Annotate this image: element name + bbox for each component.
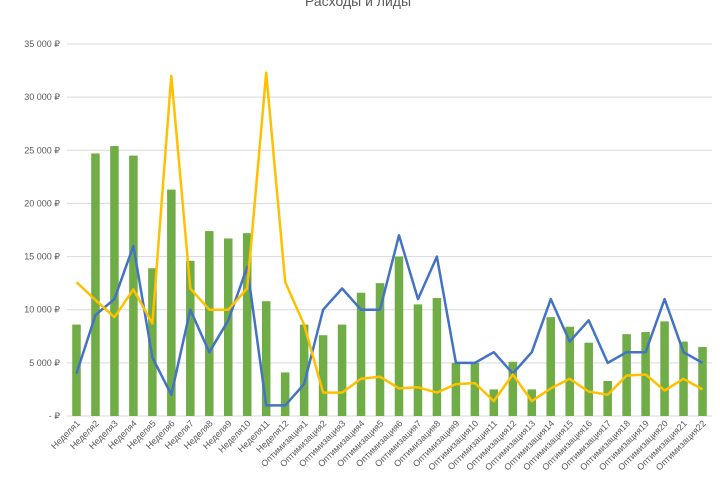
bar	[110, 146, 119, 416]
bar	[470, 362, 480, 416]
bar	[242, 233, 252, 416]
bar	[337, 324, 347, 416]
y-tick-label: 5 000 ₽	[29, 358, 60, 368]
y-tick-label: 15 000 ₽	[24, 252, 60, 262]
bar	[489, 389, 499, 416]
bar	[565, 326, 574, 416]
series-line-2	[75, 71, 704, 403]
bar	[129, 155, 138, 416]
bar	[318, 335, 328, 416]
bar	[698, 346, 707, 416]
bar	[186, 260, 195, 416]
bar	[205, 231, 214, 416]
bar	[413, 304, 423, 416]
bar	[280, 372, 290, 416]
y-tick-label: 30 000 ₽	[24, 92, 60, 102]
bar	[660, 321, 669, 416]
y-tick-label: 35 000 ₽	[24, 39, 60, 49]
bar	[584, 342, 593, 416]
bar	[223, 238, 233, 416]
line-series	[75, 71, 704, 407]
y-tick-label: 25 000 ₽	[24, 145, 60, 155]
bar	[394, 256, 404, 416]
gridlines	[67, 43, 712, 417]
bar	[508, 361, 518, 416]
series-line-1	[75, 234, 704, 407]
bar	[451, 362, 461, 416]
bar	[167, 189, 176, 416]
bar	[432, 298, 442, 416]
bar	[546, 317, 556, 416]
y-tick-label: 10 000 ₽	[24, 305, 60, 315]
x-axis-labels: Неделя1Неделя2Неделя3Неделя4Неделя5Недел…	[49, 418, 708, 472]
y-tick-label: 20 000 ₽	[24, 198, 60, 208]
bar	[356, 292, 366, 416]
y-tick-label: - ₽	[49, 411, 60, 421]
bar	[148, 268, 157, 416]
bar-series	[72, 146, 707, 416]
bar	[299, 324, 309, 416]
chart-title: Расходы и лиды	[305, 0, 411, 9]
y-axis-labels: - ₽ 5 000 ₽ 10 000 ₽ 15 000 ₽ 20 000 ₽ 25 000…	[24, 39, 60, 421]
bar	[91, 153, 100, 416]
bar	[375, 283, 385, 416]
bar	[261, 301, 271, 416]
bar	[527, 389, 537, 416]
bar	[603, 380, 612, 416]
